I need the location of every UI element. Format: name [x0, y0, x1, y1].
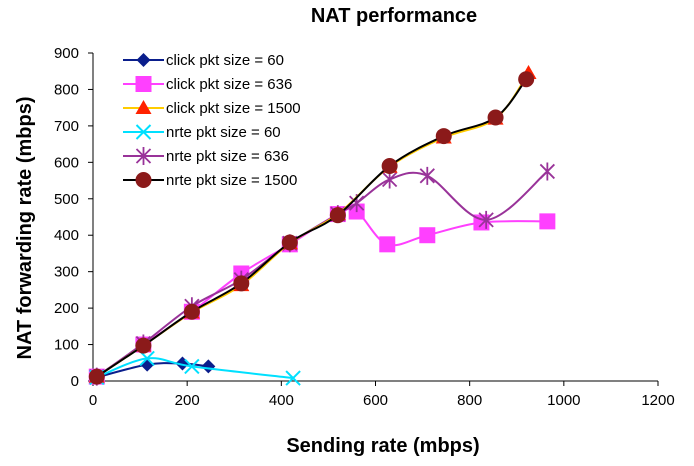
- legend-label: click pkt size = 1500: [166, 100, 301, 117]
- x-tick-label: 1000: [547, 392, 580, 409]
- series-3: [89, 350, 301, 386]
- legend-entry: nrte pkt size = 60: [123, 124, 281, 141]
- data-point: [88, 368, 105, 385]
- data-point: [285, 370, 301, 386]
- series-line: [96, 207, 548, 378]
- series-line: [96, 362, 209, 379]
- y-tick-label: 700: [54, 118, 79, 135]
- series-4: [89, 162, 555, 386]
- legend-marker: [135, 76, 152, 92]
- series-5: [88, 71, 535, 385]
- x-tick-label: 400: [269, 392, 294, 409]
- data-point: [329, 207, 346, 224]
- data-point: [435, 128, 452, 145]
- legend-label: nrte pkt size = 1500: [166, 172, 297, 189]
- data-point: [184, 358, 200, 375]
- legend-entry: click pkt size = 1500: [123, 100, 301, 117]
- data-point: [419, 227, 436, 244]
- data-point: [135, 337, 152, 354]
- y-tick-label: 0: [71, 373, 79, 390]
- legend-entry: click pkt size = 60: [123, 52, 284, 69]
- legend-marker: [135, 147, 152, 165]
- legend-label: nrte pkt size = 60: [166, 124, 281, 141]
- chart-legend: click pkt size = 60 click pkt size = 636 c…: [123, 52, 301, 189]
- data-point: [518, 71, 535, 88]
- chart-axes: 0 200 400 600 800 1000 1200 0 100 200 300 400 500 600…: [54, 45, 675, 409]
- data-point: [139, 350, 155, 367]
- legend-marker: [135, 124, 152, 140]
- chart-title: NAT performance: [311, 5, 477, 27]
- x-axis-label: Sending rate (mbps): [286, 435, 479, 457]
- data-point: [183, 303, 200, 320]
- series-line: [96, 170, 548, 378]
- legend-label: click pkt size = 60: [166, 52, 284, 69]
- legend-label: nrte pkt size = 636: [166, 148, 289, 165]
- data-point: [233, 275, 250, 292]
- legend-label: click pkt size = 636: [166, 76, 292, 93]
- y-tick-label: 500: [54, 191, 79, 208]
- legend-entry: click pkt size = 636: [123, 76, 292, 93]
- y-tick-label: 100: [54, 337, 79, 354]
- legend-marker: [135, 172, 152, 188]
- y-tick-label: 900: [54, 45, 79, 62]
- legend-entry: nrte pkt size = 636: [123, 147, 289, 165]
- y-tick-label: 300: [54, 264, 79, 281]
- x-tick-label: 0: [89, 392, 97, 409]
- y-tick-label: 200: [54, 300, 79, 317]
- y-axis-label: NAT forwarding rate (mbps): [14, 97, 36, 360]
- y-tick-label: 400: [54, 227, 79, 244]
- y-tick-label: 800: [54, 81, 79, 98]
- x-tick-label: 600: [363, 392, 388, 409]
- data-point: [539, 213, 556, 230]
- data-point: [379, 236, 396, 253]
- data-point: [381, 157, 398, 174]
- data-point: [487, 109, 504, 126]
- series-line: [96, 357, 294, 380]
- data-point: [539, 162, 555, 181]
- x-tick-label: 200: [175, 392, 200, 409]
- data-point: [201, 359, 216, 374]
- data-point: [281, 234, 298, 251]
- series-1: [88, 203, 556, 385]
- series-layer: [88, 65, 556, 386]
- x-tick-label: 1200: [641, 392, 674, 409]
- data-point: [419, 166, 435, 185]
- x-tick-label: 800: [457, 392, 482, 409]
- legend-entry: nrte pkt size = 1500: [123, 172, 297, 189]
- y-tick-label: 600: [54, 154, 79, 171]
- data-point: [478, 210, 494, 229]
- series-line: [96, 78, 527, 378]
- legend-marker: [136, 53, 151, 67]
- legend-marker: [135, 100, 152, 114]
